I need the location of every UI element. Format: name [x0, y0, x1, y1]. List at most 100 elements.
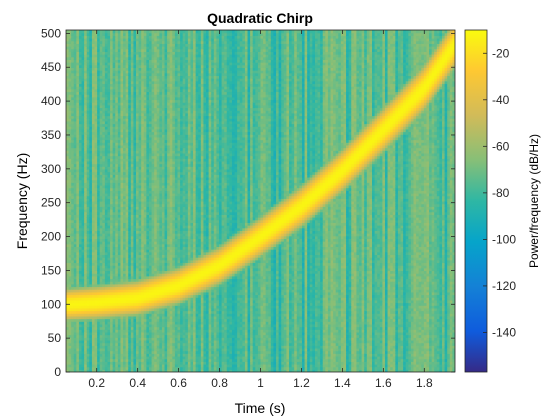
- heatmap-cell: [81, 310, 85, 314]
- heatmap-cell: [94, 369, 98, 372]
- heatmap-cell: [73, 321, 77, 325]
- heatmap-cell: [84, 192, 88, 197]
- heatmap-cell: [89, 337, 93, 341]
- heatmap-cell: [89, 152, 93, 157]
- heatmap-cell: [86, 329, 90, 333]
- heatmap-cell: [73, 267, 77, 272]
- heatmap-cell: [89, 118, 93, 122]
- heatmap-cell: [97, 112, 101, 117]
- heatmap-cell: [84, 56, 88, 60]
- heatmap-cell: [86, 139, 90, 143]
- heatmap-cell: [71, 262, 75, 266]
- heatmap-cell: [68, 246, 72, 250]
- heatmap-cell: [99, 291, 103, 296]
- heatmap-cell: [91, 62, 96, 66]
- heatmap-cell: [73, 294, 77, 298]
- heatmap-cell: [84, 48, 88, 52]
- heatmap-cell: [76, 238, 80, 242]
- heatmap-cell: [78, 265, 83, 269]
- heatmap-cell: [66, 366, 70, 370]
- heatmap-cell: [97, 323, 101, 328]
- heatmap-cell: [86, 187, 90, 191]
- heatmap-cell: [99, 289, 103, 293]
- heatmap-cell: [66, 347, 70, 352]
- heatmap-cell: [81, 134, 85, 138]
- heatmap-cell: [84, 353, 88, 357]
- heatmap-cell: [84, 241, 88, 245]
- heatmap-cell: [78, 257, 83, 261]
- heatmap-cell: [66, 40, 70, 44]
- heatmap-cell: [89, 302, 93, 306]
- heatmap-cell: [89, 310, 93, 314]
- heatmap-cell: [73, 118, 77, 122]
- heatmap-cell: [68, 265, 72, 269]
- heatmap-cell: [68, 206, 72, 210]
- heatmap-cell: [86, 195, 90, 199]
- heatmap-cell: [71, 318, 75, 322]
- heatmap-cell: [91, 155, 96, 159]
- heatmap-cell: [78, 59, 83, 63]
- heatmap-cell: [89, 206, 93, 210]
- heatmap-cell: [89, 323, 93, 328]
- heatmap-cell: [81, 278, 85, 282]
- heatmap-cell: [84, 361, 88, 365]
- heatmap-cell: [78, 107, 83, 111]
- heatmap-cell: [76, 48, 80, 52]
- heatmap-cell: [81, 363, 85, 368]
- heatmap-cell: [84, 32, 88, 36]
- heatmap-cell: [89, 265, 93, 269]
- heatmap-cell: [73, 299, 77, 304]
- heatmap-cell: [91, 115, 96, 119]
- heatmap-cell: [81, 30, 85, 34]
- heatmap-cell: [94, 267, 98, 272]
- heatmap-cell: [81, 104, 85, 109]
- heatmap-cell: [97, 281, 101, 285]
- heatmap-cell: [73, 78, 77, 82]
- heatmap-cell: [76, 184, 80, 189]
- heatmap-cell: [89, 184, 93, 189]
- heatmap-cell: [66, 192, 70, 197]
- heatmap-cell: [66, 158, 70, 162]
- heatmap-cell: [78, 86, 83, 90]
- heatmap-cell: [78, 363, 83, 368]
- heatmap-cell: [68, 150, 72, 154]
- heatmap-cell: [68, 134, 72, 138]
- heatmap-cell: [97, 310, 101, 314]
- heatmap-cell: [76, 182, 80, 186]
- heatmap-cell: [81, 166, 85, 170]
- heatmap-cell: [68, 78, 72, 82]
- heatmap-cell: [97, 147, 101, 151]
- heatmap-cell: [94, 134, 98, 138]
- heatmap-cell: [66, 139, 70, 143]
- heatmap-cell: [99, 361, 103, 365]
- heatmap-cell: [86, 118, 90, 122]
- heatmap-cell: [86, 209, 90, 213]
- heatmap-cell: [97, 168, 101, 173]
- heatmap-cell: [68, 299, 72, 304]
- heatmap-cell: [97, 219, 101, 223]
- heatmap-cell: [66, 112, 70, 117]
- heatmap-cell: [73, 217, 77, 221]
- heatmap-cell: [76, 331, 80, 336]
- heatmap-cell: [73, 211, 77, 215]
- heatmap-cell: [76, 120, 80, 125]
- heatmap-cell: [94, 315, 98, 320]
- heatmap-cell: [97, 88, 101, 93]
- heatmap-cell: [91, 347, 96, 352]
- heatmap-cell: [68, 313, 72, 317]
- heatmap-cell: [66, 225, 70, 229]
- heatmap-cell: [99, 366, 103, 370]
- heatmap-cell: [89, 54, 93, 58]
- heatmap-cell: [97, 94, 101, 98]
- heatmap-cell: [68, 128, 72, 133]
- heatmap-cell: [68, 369, 72, 372]
- heatmap-cell: [86, 339, 90, 344]
- heatmap-cell: [66, 241, 70, 245]
- heatmap-cell: [68, 270, 72, 274]
- heatmap-cell: [81, 249, 85, 253]
- heatmap-cell: [89, 358, 93, 362]
- heatmap-cell: [86, 144, 90, 149]
- heatmap-cell: [99, 329, 103, 333]
- heatmap-cell: [71, 83, 75, 87]
- heatmap-cell: [76, 118, 80, 122]
